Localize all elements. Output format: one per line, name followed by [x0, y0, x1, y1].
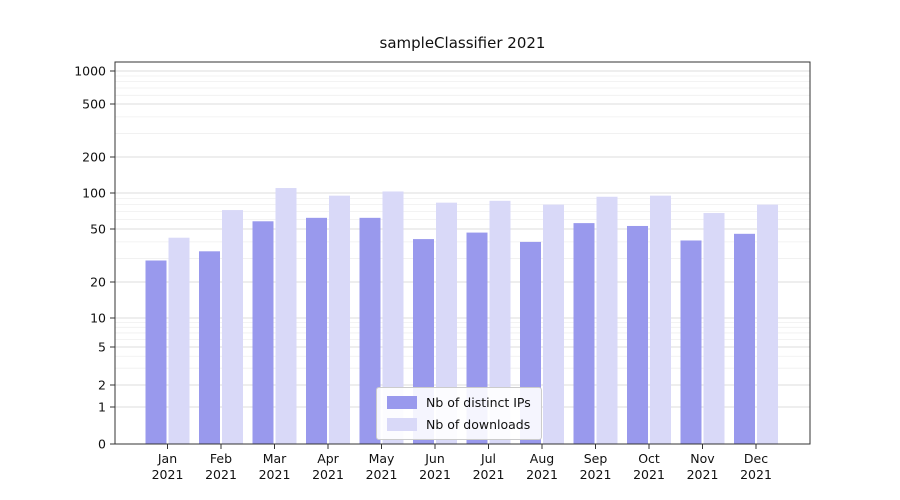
bar-distinct-ips-oct — [627, 225, 648, 444]
x-tick-label-oct: Oct 2021 — [633, 451, 665, 482]
legend-item-downloads: Nb of downloads — [387, 417, 531, 432]
bar-downloads-jan — [168, 237, 190, 444]
y-tick-label: 1 — [98, 400, 106, 415]
bar-distinct-ips-dec — [734, 233, 755, 444]
y-tick-label: 50 — [90, 222, 106, 237]
bar-downloads-jul — [489, 200, 511, 444]
x-tick-label-feb: Feb 2021 — [205, 451, 237, 482]
x-tick-label-jan: Jan 2021 — [152, 451, 184, 482]
chart-title: sampleClassifier 2021 — [379, 34, 546, 52]
legend-label-distinct-ips: Nb of distinct IPs — [426, 395, 531, 410]
y-tick-label: 0 — [98, 437, 106, 452]
y-tick-label: 100 — [82, 186, 106, 201]
x-tick-label-mar: Mar 2021 — [259, 451, 291, 482]
y-tick-label: 5 — [98, 340, 106, 355]
x-tick-label-may: May 2021 — [366, 451, 398, 482]
bar-downloads-dec — [757, 204, 778, 444]
x-tick-label-jun: Jun 2021 — [419, 451, 451, 482]
bar-downloads-feb — [222, 210, 243, 444]
y-tick-label: 500 — [82, 97, 106, 112]
plot-border — [114, 61, 811, 445]
bar-downloads-oct — [650, 195, 671, 444]
legend: Nb of distinct IPs Nb of downloads — [376, 387, 542, 440]
x-tick-label-sep: Sep 2021 — [580, 451, 612, 482]
legend-swatch-distinct-ips — [387, 396, 417, 409]
bar-distinct-ips-may — [359, 217, 381, 444]
bar-distinct-ips-mar — [252, 221, 274, 444]
x-tick-label-aug: Aug 2021 — [526, 451, 558, 482]
bar-distinct-ips-nov — [680, 240, 702, 444]
bar-downloads-sep — [596, 196, 618, 444]
bar-downloads-jun — [436, 202, 457, 444]
bar-distinct-ips-apr — [306, 217, 327, 444]
legend-swatch-downloads — [387, 418, 417, 431]
x-tick-label-apr: Apr 2021 — [312, 451, 344, 482]
y-tick-label: 10 — [90, 311, 106, 326]
bar-downloads-aug — [543, 204, 564, 444]
bar-downloads-may — [382, 191, 404, 444]
x-tick-label-dec: Dec 2021 — [740, 451, 772, 482]
bar-downloads-apr — [329, 195, 350, 444]
bar-distinct-ips-sep — [573, 223, 595, 444]
x-tick-label-jul: Jul 2021 — [473, 451, 505, 482]
bar-distinct-ips-jan — [145, 260, 167, 444]
bar-downloads-nov — [703, 213, 725, 444]
bar-distinct-ips-feb — [199, 251, 220, 444]
y-tick-label: 2 — [98, 378, 106, 393]
y-tick-label: 200 — [82, 150, 106, 165]
y-tick-label: 1000 — [74, 64, 106, 79]
bar-downloads-mar — [275, 188, 297, 444]
y-tick-label: 20 — [90, 275, 106, 290]
legend-label-downloads: Nb of downloads — [426, 417, 531, 432]
x-tick-label-nov: Nov 2021 — [687, 451, 719, 482]
legend-item-distinct-ips: Nb of distinct IPs — [387, 395, 531, 410]
